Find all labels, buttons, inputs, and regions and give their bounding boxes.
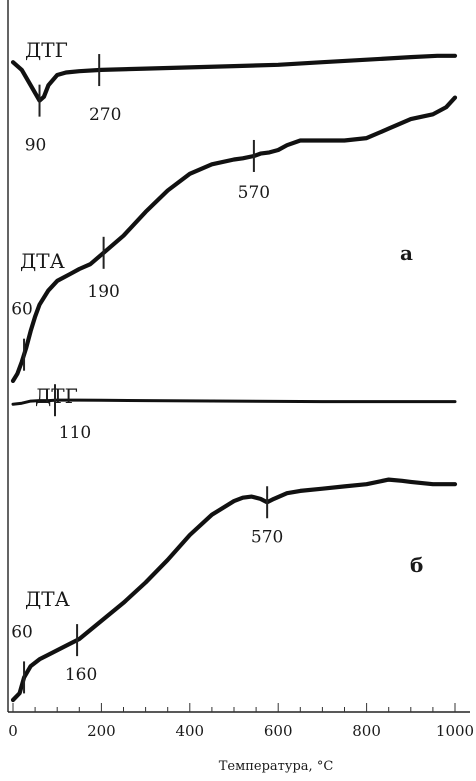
panel-a-dta-markers: 60 190 570 (11, 139, 270, 371)
panel-b-dta-label: ДТА (25, 587, 70, 611)
panel-a-dta-curve (10, 95, 458, 383)
b-dta-marker-label-60: 60 (11, 622, 33, 642)
panel-b-dtg-curve (11, 398, 457, 406)
a-dtg-marker-label-270: 270 (89, 105, 121, 125)
panel-b-dta-curve (10, 477, 458, 703)
x-tick-label-400: 400 (175, 722, 204, 740)
x-tick-label-0: 0 (8, 722, 18, 740)
x-tick-label-800: 800 (352, 722, 381, 740)
x-axis-ticks: 0 200 400 600 800 1000 (8, 703, 474, 740)
panel-b-dtg-markers: 110 (53, 384, 91, 443)
x-tick-label-200: 200 (87, 722, 116, 740)
a-dta-marker-label-60: 60 (11, 300, 33, 320)
panel-b-dta-markers: 60 160 570 (11, 486, 283, 694)
panel-a-dtg-label: ДТГ (25, 38, 68, 62)
panel-a-dtg-markers: 90 270 (25, 54, 121, 156)
panel-b: ДТГ 110 ДТА 60 160 570 б (10, 384, 458, 703)
a-dta-marker-label-570: 570 (238, 183, 270, 203)
x-tick-label-1000: 1000 (436, 722, 474, 740)
panel-a-label: а (400, 241, 413, 265)
panel-a: ДТГ 90 270 ДТА 60 190 570 а (10, 38, 458, 383)
x-axis-label: Температура, °C (219, 759, 334, 774)
panel-b-label: б (410, 553, 423, 577)
a-dta-marker-label-190: 190 (87, 282, 119, 302)
a-dtg-marker-label-90: 90 (25, 136, 47, 156)
panel-a-dta-label: ДТА (20, 249, 65, 273)
b-dtg-marker-label-110: 110 (59, 423, 91, 443)
b-dta-marker-label-160: 160 (65, 665, 97, 685)
x-tick-label-600: 600 (264, 722, 293, 740)
panel-a-dtg-curve (10, 53, 458, 103)
panel-b-dtg-label: ДТГ (35, 384, 78, 408)
b-dta-marker-label-570: 570 (251, 527, 283, 547)
